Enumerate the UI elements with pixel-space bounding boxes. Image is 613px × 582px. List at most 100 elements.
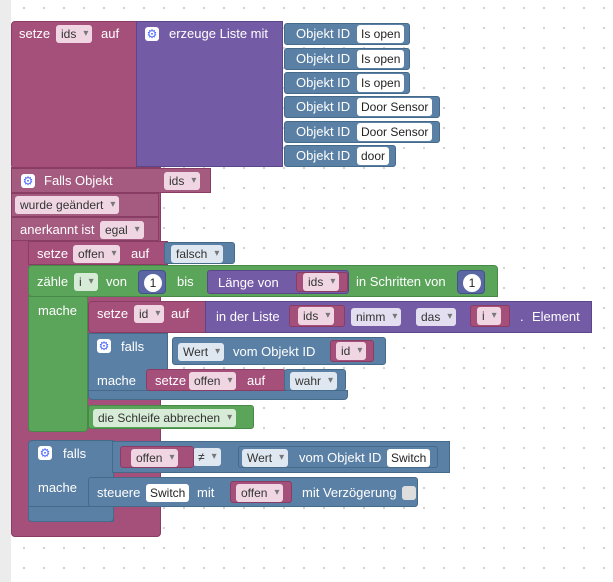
var-dropdown-id[interactable]: id <box>336 342 367 360</box>
set-offen-block[interactable]: setze offen auf <box>146 369 286 391</box>
delay-label: mit Verzögerung <box>302 485 397 500</box>
object-field[interactable]: Switch <box>146 484 190 502</box>
set-offen-block[interactable]: setze offen auf <box>28 241 168 265</box>
list-item-objekt-id[interactable]: Objekt ID Is open <box>284 48 410 70</box>
objekt-id-label: Objekt ID <box>296 148 351 163</box>
list-length-block[interactable]: Länge von ids <box>207 270 349 294</box>
delay-checkbox[interactable] <box>402 486 416 500</box>
do-label: mache <box>97 373 137 388</box>
from-obj-label: vom Objekt ID <box>299 450 382 465</box>
var-dropdown-ids[interactable]: ids <box>298 307 335 325</box>
step-number-block[interactable]: 1 <box>457 270 485 294</box>
to-label: auf <box>101 26 120 41</box>
in-list-label: in der Liste <box>216 309 280 324</box>
start-number-block[interactable]: 1 <box>138 270 166 294</box>
trigger-changed-row[interactable]: wurde geändert <box>11 193 159 217</box>
length-of-label: Länge von <box>218 275 279 290</box>
get-value-block[interactable]: Wert vom Objekt ID Switch <box>238 446 438 468</box>
do-label: mache <box>38 480 78 495</box>
var-dropdown-ids[interactable]: ids <box>56 25 93 43</box>
ack-label: anerkannt ist <box>20 222 95 237</box>
list-item-objekt-id[interactable]: Objekt ID door <box>284 145 396 167</box>
create-list-block[interactable]: ⚙ erzeuge Liste mit <box>136 21 283 167</box>
to-label: bis <box>177 274 194 289</box>
objekt-id-label: Objekt ID <box>296 99 351 114</box>
objekt-id-field[interactable]: door <box>357 147 390 165</box>
objekt-id-label: Objekt ID <box>296 75 351 90</box>
to-label: auf <box>247 373 266 388</box>
with-label: mit <box>197 485 215 500</box>
objekt-id-label: Objekt ID <box>296 26 351 41</box>
var-dropdown-offen[interactable]: offen <box>189 372 237 390</box>
list-item-objekt-id[interactable]: Objekt ID Door Sensor <box>284 121 440 143</box>
create-list-label: erzeuge Liste mit <box>169 26 268 41</box>
var-dropdown-i[interactable]: i <box>477 307 501 325</box>
break-dropdown[interactable]: die Schleife abbrechen <box>93 409 237 427</box>
to-label: auf <box>171 306 190 321</box>
list-item-objekt-id[interactable]: Objekt ID Is open <box>284 72 410 94</box>
var-getter-id[interactable]: id <box>330 340 374 362</box>
compare-op-dropdown[interactable]: ≠ <box>193 448 221 466</box>
to-label: auf <box>131 246 150 261</box>
var-getter-i[interactable]: i <box>470 305 510 327</box>
objekt-id-field[interactable]: Is open <box>357 50 405 68</box>
objekt-id-field[interactable]: Door Sensor <box>357 98 433 116</box>
var-dropdown-ids[interactable]: ids <box>303 273 340 291</box>
value-type-dropdown[interactable]: Wert <box>242 449 289 467</box>
var-dropdown-ids[interactable]: ids <box>164 172 201 190</box>
objekt-id-field[interactable]: Is open <box>357 74 405 92</box>
gear-icon[interactable]: ⚙ <box>97 339 111 353</box>
changed-dropdown[interactable]: wurde geändert <box>15 196 120 214</box>
var-dropdown-offen[interactable]: offen <box>73 245 121 263</box>
bool-value-block[interactable]: wahr <box>284 369 346 391</box>
objekt-id-label: Objekt ID <box>296 124 351 139</box>
var-dropdown-offen[interactable]: offen <box>236 484 284 502</box>
control-label: steuere <box>97 485 141 500</box>
element-label: Element <box>532 309 580 324</box>
count-loop-body[interactable]: mache <box>28 296 88 432</box>
break-block[interactable]: die Schleife abbrechen <box>88 405 254 429</box>
ack-dropdown[interactable]: egal <box>100 221 144 239</box>
var-getter-offen[interactable]: offen <box>120 446 194 468</box>
set-id-block[interactable]: setze id auf <box>88 301 206 333</box>
var-getter-ids[interactable]: ids <box>296 272 348 292</box>
var-dropdown-offen[interactable]: offen <box>131 449 179 467</box>
if-label: falls <box>121 339 145 354</box>
get-mode-dropdown[interactable]: nimm <box>351 308 402 326</box>
start-number-field[interactable]: 1 <box>144 274 162 292</box>
do-label: mache <box>38 303 78 318</box>
objekt-id-field[interactable]: Is open <box>357 25 405 43</box>
step-label: in Schritten von <box>356 274 446 289</box>
step-number-field[interactable]: 1 <box>463 274 481 292</box>
set-label: setze <box>19 26 51 41</box>
set-label: setze <box>37 246 69 261</box>
where-dropdown[interactable]: das <box>416 308 457 326</box>
gear-icon[interactable]: ⚙ <box>145 27 159 41</box>
list-get-block[interactable]: in der Liste nimm das . Element <box>205 301 592 333</box>
bool-dropdown[interactable]: wahr <box>290 372 338 390</box>
loop-var-dropdown[interactable]: i <box>74 273 98 291</box>
bool-value-block[interactable]: falsch <box>164 242 235 264</box>
object-field[interactable]: Switch <box>387 449 431 467</box>
if-block-1-bottom[interactable] <box>88 390 348 400</box>
if-block-2-bottom[interactable] <box>28 506 114 522</box>
from-label: von <box>106 274 127 289</box>
workspace-gutter <box>0 0 11 582</box>
from-obj-label: vom Objekt ID <box>233 344 316 359</box>
list-item-objekt-id[interactable]: Objekt ID Is open <box>284 23 410 45</box>
trigger-label: Falls Objekt <box>44 173 113 188</box>
trigger-ack-row[interactable]: anerkannt ist egal <box>11 217 159 241</box>
var-dropdown-id[interactable]: id <box>134 305 165 323</box>
gear-icon[interactable]: ⚙ <box>21 174 35 188</box>
list-item-objekt-id[interactable]: Objekt ID Door Sensor <box>284 96 440 118</box>
objekt-id-field[interactable]: Door Sensor <box>357 123 433 141</box>
bool-dropdown[interactable]: falsch <box>171 245 224 263</box>
gear-icon[interactable]: ⚙ <box>38 446 52 460</box>
value-type-dropdown[interactable]: Wert <box>178 343 225 361</box>
trigger-header[interactable]: ⚙ Falls Objekt ids <box>11 168 211 193</box>
suffix-dot: . <box>520 309 524 324</box>
if-label: falls <box>63 446 87 461</box>
set-ids-block[interactable]: setze ids auf <box>11 21 137 169</box>
var-getter-ids[interactable]: ids <box>289 305 345 327</box>
var-getter-offen[interactable]: offen <box>230 481 292 503</box>
